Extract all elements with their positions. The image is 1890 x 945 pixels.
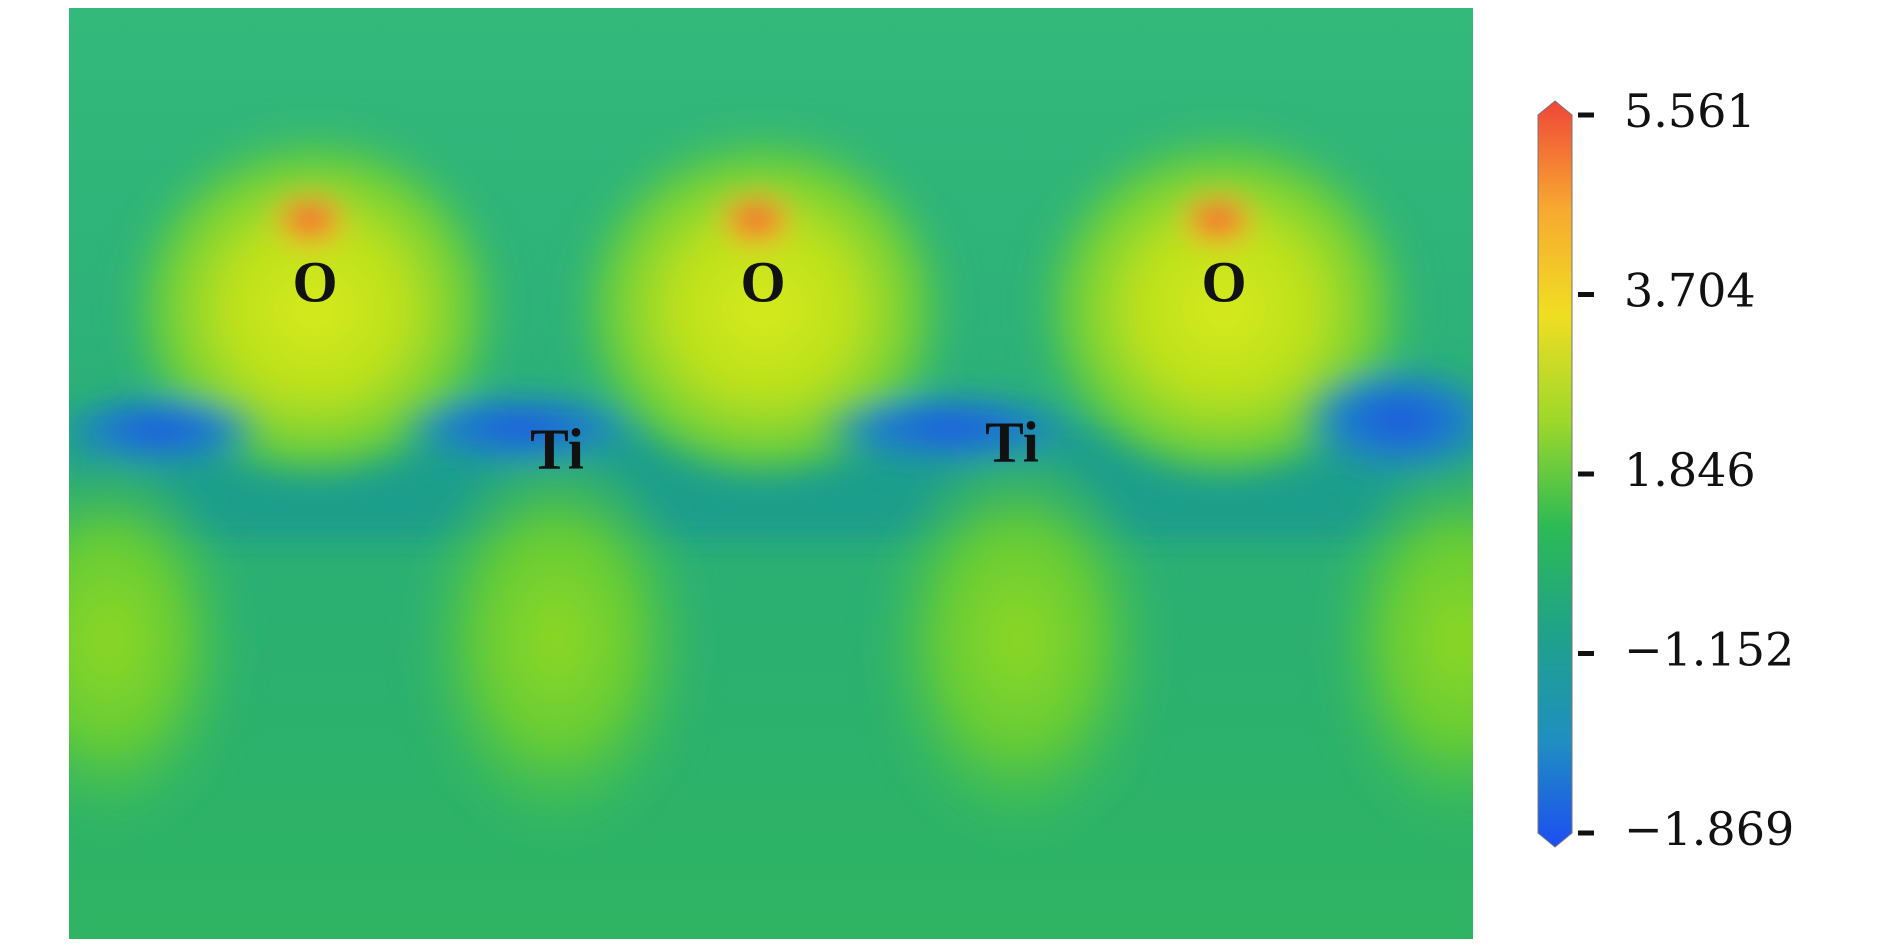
colorbar-tick-label: 1.846 xyxy=(1624,443,1756,497)
colorbar-body xyxy=(1537,100,1573,848)
atom-label: Ti xyxy=(985,409,1039,474)
colorbar-tick-label: −1.869 xyxy=(1624,802,1794,856)
atom-label: O xyxy=(292,249,337,314)
atom-label: O xyxy=(1201,249,1246,314)
colorbar: −1.869 −1.152 1.846 3.704 5.561 xyxy=(1537,84,1794,856)
atom-label: O xyxy=(740,249,785,314)
colorbar-tick-label: 3.704 xyxy=(1624,264,1756,318)
atom-label: Ti xyxy=(530,416,584,481)
contour-map xyxy=(69,8,1473,939)
colorbar-tick-label: −1.152 xyxy=(1624,623,1794,677)
colorbar-tick-label: 5.561 xyxy=(1624,84,1756,138)
